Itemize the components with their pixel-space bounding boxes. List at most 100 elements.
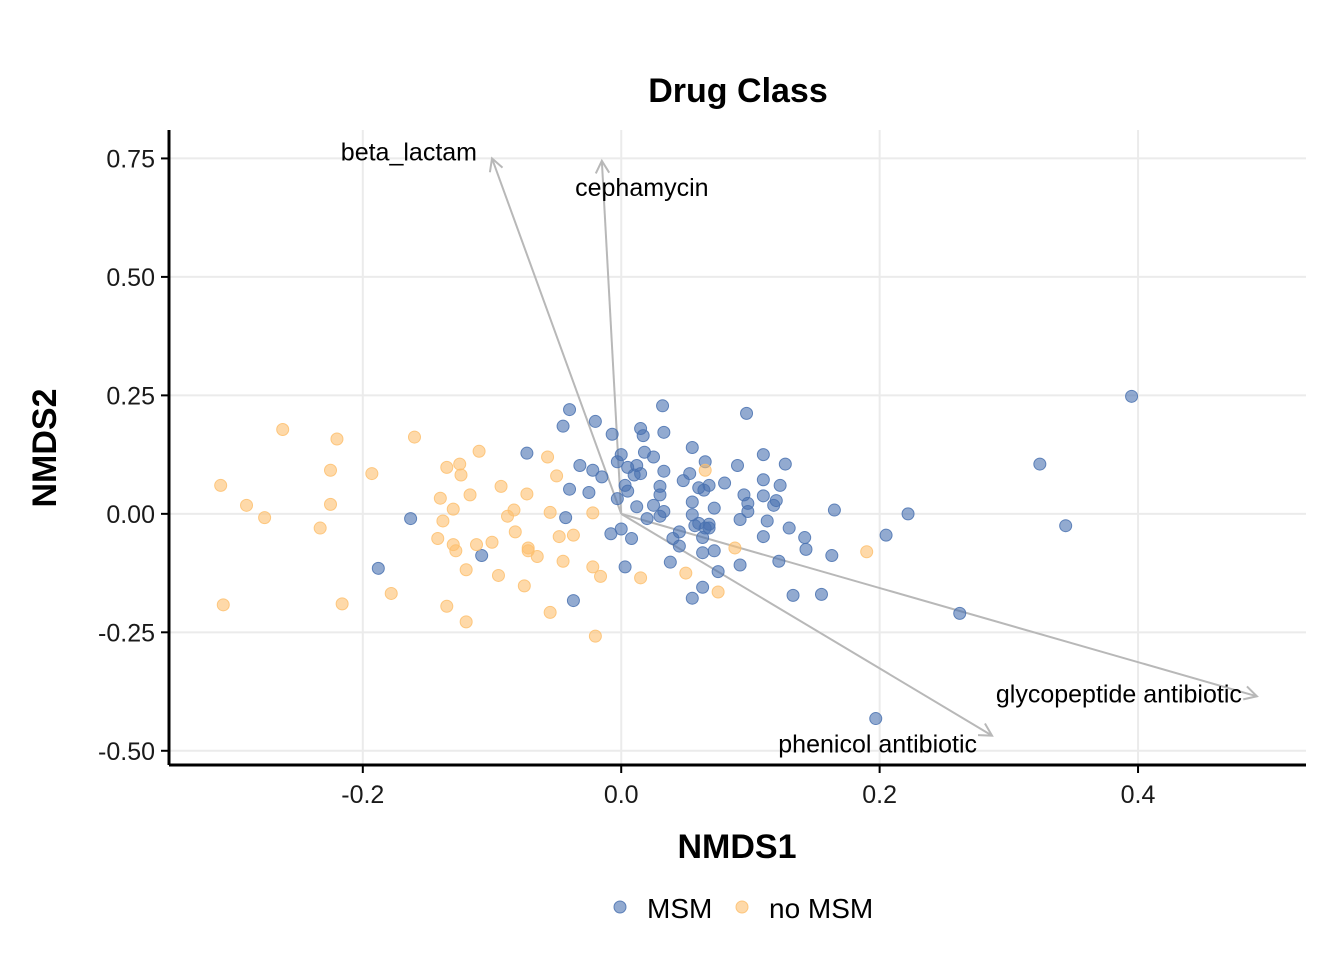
- legend-key-no-msm: [735, 900, 749, 914]
- legend-label: MSM: [647, 893, 712, 924]
- point-msm: [901, 507, 915, 521]
- gridlines: [169, 130, 1306, 765]
- point-msm: [676, 474, 690, 488]
- point-no-msm: [541, 450, 555, 464]
- point-no-msm: [485, 535, 499, 549]
- point-msm: [637, 445, 651, 459]
- point-no-msm: [440, 460, 454, 474]
- point-no-msm: [324, 497, 338, 511]
- point-no-msm: [470, 538, 484, 552]
- point-msm: [563, 403, 577, 417]
- point-no-msm: [679, 566, 693, 580]
- point-no-msm: [324, 463, 338, 477]
- point-msm: [636, 429, 650, 443]
- point-no-msm: [566, 528, 580, 542]
- point-msm: [697, 483, 711, 497]
- point-msm: [634, 467, 648, 481]
- vector-arrow-head: [978, 723, 994, 737]
- point-no-msm: [463, 488, 477, 502]
- point-no-msm: [634, 571, 648, 585]
- point-msm: [520, 446, 534, 460]
- point-no-msm: [552, 530, 566, 544]
- point-msm: [610, 455, 624, 469]
- point-msm: [404, 512, 418, 526]
- vector-label: beta_lactam: [341, 138, 477, 166]
- vector-label: cephamycin: [575, 174, 708, 202]
- point-no-msm: [330, 432, 344, 446]
- point-no-msm: [508, 525, 522, 539]
- point-no-msm: [384, 586, 398, 600]
- point-msm: [756, 530, 770, 544]
- point-msm: [647, 498, 661, 512]
- point-msm: [799, 542, 813, 556]
- point-msm: [582, 486, 596, 500]
- point-msm: [778, 457, 792, 471]
- y-tick-label: 0.00: [106, 501, 155, 529]
- point-msm: [814, 587, 828, 601]
- vector-label: phenicol antibiotic: [778, 731, 977, 759]
- vector-arrow-line: [620, 512, 1258, 698]
- point-msm: [953, 606, 967, 620]
- x-axis-title: NMDS1: [677, 828, 796, 866]
- point-no-msm: [543, 605, 557, 619]
- point-msm: [756, 473, 770, 487]
- x-tick-label: -0.2: [341, 781, 384, 809]
- y-axis-title: NMDS2: [26, 388, 64, 507]
- point-msm: [566, 594, 580, 608]
- point-msm: [782, 521, 796, 535]
- point-msm: [559, 511, 573, 525]
- legend-key-msm: [613, 900, 627, 914]
- point-msm: [696, 580, 710, 594]
- vector-arrow-head: [1243, 685, 1259, 701]
- point-no-msm: [454, 468, 468, 482]
- y-tick-label: 0.25: [106, 382, 155, 410]
- point-msm: [711, 565, 725, 579]
- point-msm: [767, 498, 781, 512]
- point-msm: [879, 528, 893, 542]
- vector-arrow-line: [491, 158, 623, 515]
- point-msm: [656, 399, 670, 413]
- point-no-msm: [494, 479, 508, 493]
- point-msm: [760, 514, 774, 528]
- point-msm: [827, 503, 841, 517]
- point-msm: [731, 459, 744, 473]
- point-msm: [696, 531, 710, 545]
- point-msm: [657, 464, 671, 478]
- point-msm: [657, 425, 671, 439]
- point-msm: [621, 484, 635, 498]
- vector-arrow-head: [594, 158, 611, 174]
- point-no-msm: [436, 514, 450, 528]
- y-tick-label: 0.50: [106, 264, 155, 292]
- point-no-msm: [491, 568, 505, 582]
- point-msm: [663, 555, 677, 569]
- point-no-msm: [530, 549, 544, 563]
- vector-labels: beta_lactam cephamycin glycopeptide antibi…: [341, 138, 1242, 758]
- point-no-msm: [449, 544, 463, 558]
- point-msm: [625, 531, 639, 545]
- point-msm: [685, 495, 699, 509]
- x-tick-label: 0.2: [862, 781, 897, 809]
- point-msm: [563, 482, 577, 496]
- point-msm: [741, 504, 755, 518]
- point-msm: [653, 488, 667, 502]
- point-no-msm: [472, 444, 486, 458]
- point-msm: [702, 521, 716, 535]
- point-msm: [707, 501, 721, 515]
- y-tick-label: -0.25: [98, 619, 155, 647]
- point-msm: [618, 560, 632, 574]
- axis-ticks: -0.2 0.0 0.2 0.4 -0.50 -0.25 0.00 0.25 0.50 0.75: [98, 145, 1155, 809]
- chart-title: Drug Class: [648, 72, 828, 110]
- point-msm: [707, 544, 721, 558]
- point-msm: [772, 554, 786, 568]
- point-msm: [556, 419, 570, 433]
- x-tick-label: 0.4: [1121, 781, 1156, 809]
- point-msm: [740, 406, 754, 420]
- point-msm: [733, 513, 747, 527]
- point-no-msm: [214, 478, 228, 492]
- point-msm: [786, 588, 800, 602]
- point-msm: [756, 489, 770, 503]
- point-no-msm: [588, 629, 602, 643]
- scatter-points: [214, 389, 1139, 726]
- y-tick-label: -0.50: [98, 738, 155, 766]
- point-msm: [869, 712, 883, 726]
